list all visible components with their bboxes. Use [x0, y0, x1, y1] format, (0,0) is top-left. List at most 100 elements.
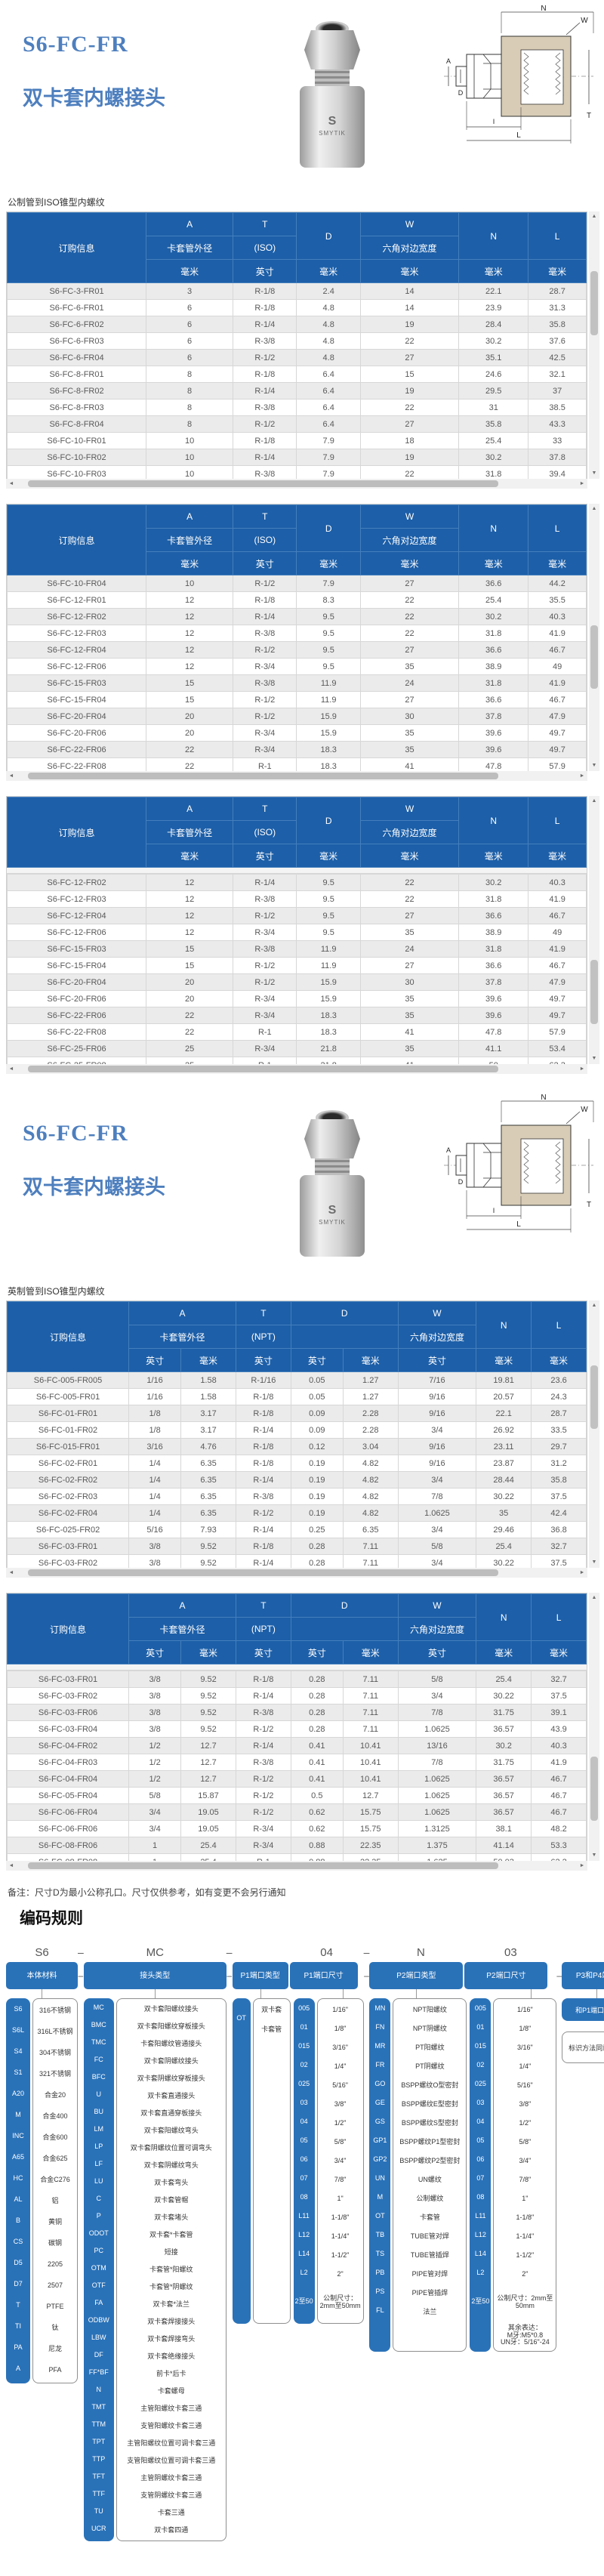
scrollbar-track[interactable]	[589, 807, 599, 1054]
table-cell: S6-FC-6-FR01	[6, 299, 147, 316]
table-cell: 46.7	[528, 691, 587, 708]
scroll-down-icon[interactable]: ▼	[591, 1056, 597, 1061]
table-cell: 3/4	[128, 1820, 182, 1837]
table-scroll-area[interactable]: 订购信息 A T D W N L 卡套管外径 (NPT) 六角对边宽度 英寸 毫…	[6, 1593, 587, 1871]
scrollbar-track[interactable]	[589, 1311, 599, 1557]
vertical-scrollbar[interactable]: ▲ ▼	[589, 1300, 599, 1568]
scrollbar-thumb[interactable]	[27, 1066, 499, 1072]
scroll-down-icon[interactable]: ▼	[591, 1559, 597, 1565]
table-cell: R-3/8	[235, 1704, 291, 1721]
scroll-left-icon[interactable]: ◄	[8, 773, 14, 779]
scrollbar-track[interactable]	[589, 1603, 599, 1850]
table-cell: 9.5	[296, 874, 361, 891]
code-chip: FA	[94, 2298, 103, 2306]
scroll-left-icon[interactable]: ◄	[8, 1570, 14, 1575]
table-cell: R-1/2	[235, 1770, 291, 1788]
horizontal-scrollbar[interactable]: ◄ ►	[6, 1064, 587, 1074]
vertical-scrollbar[interactable]: ▲ ▼	[589, 504, 599, 771]
table-scroll-area[interactable]: 订购信息 A T D W N L 卡套管外径 (ISO) 六角对边宽度 毫米 英…	[6, 211, 587, 489]
table-cell: 20.57	[476, 1388, 532, 1405]
table-cell: S6-FC-05-FR04	[6, 1787, 130, 1804]
scroll-right-icon[interactable]: ►	[579, 1570, 585, 1575]
scrollbar-thumb[interactable]	[27, 480, 499, 487]
scrollbar-track[interactable]	[17, 771, 577, 781]
code-chip: LF	[94, 2159, 103, 2167]
scroll-up-icon[interactable]: ▲	[591, 798, 597, 804]
scrollbar-track[interactable]	[17, 479, 577, 489]
table-cell: 8	[146, 415, 234, 433]
scrollbar-track[interactable]	[17, 1568, 577, 1578]
scroll-down-icon[interactable]: ▼	[591, 470, 597, 476]
vertical-scrollbar[interactable]: ▲ ▼	[589, 796, 599, 1064]
coding-group-p1: 04 P1端口类型 P1端口尺寸 OT 双卡套 卡套管 005 01 015 02 02…	[232, 1942, 364, 2324]
scroll-down-icon[interactable]: ▼	[591, 1853, 597, 1858]
unit: 毫米	[531, 1640, 587, 1664]
code-chip: 08	[300, 2192, 308, 2201]
horizontal-scrollbar[interactable]: ◄ ►	[6, 1568, 587, 1578]
p1-size-code-list: 005 01 015 02 025 03 04 05 06 07 08 L11 L12 L14 L2 2至50	[293, 1998, 315, 2324]
table-cell: R-1/4	[235, 1554, 291, 1572]
scroll-up-icon[interactable]: ▲	[591, 1595, 597, 1600]
table-cell: R-1/4	[235, 1421, 291, 1439]
table-cell: 37.5	[531, 1488, 587, 1505]
scroll-up-icon[interactable]: ▲	[591, 1303, 597, 1308]
table-cell: 29.5	[458, 382, 529, 400]
scrollbar-thumb[interactable]	[590, 959, 598, 1024]
p1-type-code: OT	[232, 1998, 251, 2324]
scrollbar-thumb[interactable]	[27, 773, 499, 779]
scrollbar-thumb[interactable]	[590, 1365, 598, 1430]
vertical-scrollbar[interactable]: ▲ ▼	[589, 1593, 599, 1861]
table-row: S6-FC-15-FR03 15 R-3/8 11.9 24 31.8 41.9	[6, 940, 587, 958]
code-name: 合金600	[42, 2133, 68, 2142]
scroll-right-icon[interactable]: ►	[579, 773, 585, 779]
scrollbar-thumb[interactable]	[590, 1756, 598, 1821]
table-cell: 0.09	[290, 1405, 344, 1422]
scrollbar-thumb[interactable]	[27, 1862, 499, 1869]
p2-type-code-list: MN FN MR FR GO GE GS GP1 GP2 UN M OT TB TS PB PS FL	[369, 1998, 391, 2352]
code-chip: D7	[14, 2280, 23, 2288]
table-cell: 22.1	[476, 1405, 532, 1422]
table-cell: 3/8	[128, 1704, 182, 1721]
scrollbar-track[interactable]	[589, 514, 599, 760]
scroll-right-icon[interactable]: ►	[579, 1066, 585, 1072]
scrollbar-track[interactable]	[17, 1861, 577, 1871]
scroll-right-icon[interactable]: ►	[579, 481, 585, 486]
code-chip: GO	[374, 2079, 386, 2087]
spec-table: 订购信息 A T D W N L 卡套管外径 (ISO) 六角对边宽度 毫米 英…	[6, 212, 587, 483]
table-cell: 24	[359, 674, 460, 692]
code-chip: M	[15, 2111, 21, 2118]
table-cell: 23.11	[476, 1438, 532, 1455]
scrollbar-thumb[interactable]	[590, 625, 598, 690]
scrollbar-track[interactable]	[17, 1064, 577, 1074]
table-cell: 9.5	[296, 625, 361, 642]
table-scroll-area[interactable]: 订购信息 A T D W N L 卡套管外径 (ISO) 六角对边宽度 毫米 英…	[6, 504, 587, 781]
scroll-right-icon[interactable]: ►	[579, 1863, 585, 1868]
table-scroll-area[interactable]: 订购信息 A T D W N L 卡套管外径 (NPT) 六角对边宽度 英寸 毫…	[6, 1300, 587, 1578]
horizontal-scrollbar[interactable]: ◄ ►	[6, 479, 587, 489]
table-cell: S6-FC-005-FR005	[6, 1371, 130, 1389]
scroll-up-icon[interactable]: ▲	[591, 214, 597, 219]
table-cell: 0.25	[290, 1521, 344, 1538]
code-chip: L2	[476, 2268, 485, 2276]
table-row: S6-FC-02-FR02 1/4 6.35 R-1/4 0.19 4.82 3/4 28.4…	[6, 1471, 587, 1489]
scrollbar-thumb[interactable]	[590, 271, 598, 335]
code-chip: L14	[474, 2249, 486, 2257]
scroll-down-icon[interactable]: ▼	[591, 763, 597, 768]
code-name: PT阳螺纹	[415, 2043, 445, 2051]
horizontal-scrollbar[interactable]: ◄ ►	[6, 1861, 587, 1871]
table-cell: 24.3	[531, 1388, 587, 1405]
scroll-left-icon[interactable]: ◄	[8, 1066, 14, 1072]
scroll-left-icon[interactable]: ◄	[8, 1863, 14, 1868]
code-chip: GE	[374, 2098, 385, 2106]
scroll-up-icon[interactable]: ▲	[591, 506, 597, 511]
table-scroll-area[interactable]: 订购信息 A T D W N L 卡套管外径 (ISO) 六角对边宽度 毫米 英…	[6, 796, 587, 1074]
table-cell: 36.57	[476, 1803, 532, 1821]
scrollbar-thumb[interactable]	[27, 1569, 499, 1576]
horizontal-scrollbar[interactable]: ◄ ►	[6, 771, 587, 781]
table-row: S6-FC-6-FR03 6 R-3/8 4.8 22 30.2 37.6	[6, 332, 587, 350]
table-cell: 14	[359, 299, 460, 316]
scroll-left-icon[interactable]: ◄	[8, 481, 14, 486]
vertical-scrollbar[interactable]: ▲ ▼	[589, 211, 599, 479]
table-cell: 22	[146, 741, 234, 758]
scrollbar-track[interactable]	[589, 222, 599, 468]
